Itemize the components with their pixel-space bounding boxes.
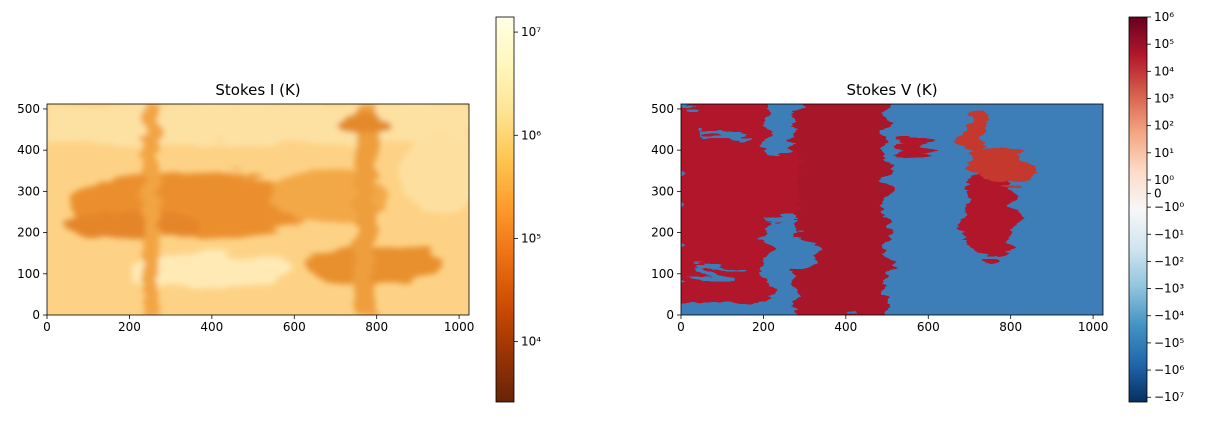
y-tick-label: 100 (17, 267, 40, 281)
colorbar-tick-label: −10³ (1154, 282, 1184, 296)
x-tick-label: 800 (999, 320, 1022, 334)
colorbar-tick-label: 10⁵ (521, 231, 541, 245)
y-tick-label: 100 (651, 267, 674, 281)
colorbar-tick-label: 10¹ (1154, 146, 1174, 160)
colorbar-tick-label: −10¹ (1154, 227, 1184, 241)
y-tick-label: 500 (17, 102, 40, 116)
colorbar (1128, 16, 1148, 403)
colorbar-tick-label: 10⁵ (1154, 37, 1174, 51)
x-tick-label: 600 (283, 320, 306, 334)
x-tick-label: 0 (43, 320, 51, 334)
y-tick-label: 300 (651, 184, 674, 198)
axes-frame (46, 103, 470, 316)
x-tick-label: 400 (200, 320, 223, 334)
colorbar-tick-label: −10⁰ (1154, 200, 1184, 214)
y-tick-label: 400 (651, 143, 674, 157)
colorbar-tick-label: −10² (1154, 254, 1184, 268)
colorbar-tick-label: −10⁵ (1154, 336, 1184, 350)
y-tick-label: 0 (666, 308, 674, 322)
y-tick-label: 300 (17, 184, 40, 198)
y-tick-label: 400 (17, 143, 40, 157)
colorbar-tick-label: 10⁶ (1154, 10, 1174, 24)
x-tick-label: 1000 (444, 320, 475, 334)
colorbar-tick-label: −10⁷ (1154, 390, 1184, 404)
x-tick-label: 400 (834, 320, 857, 334)
colorbar-tick-label: 10⁷ (521, 25, 541, 39)
x-tick-label: 1000 (1078, 320, 1109, 334)
y-tick-label: 500 (651, 102, 674, 116)
x-tick-label: 0 (677, 320, 685, 334)
axes-frame (680, 103, 1104, 316)
colorbar-tick-label: 0 (1154, 187, 1162, 201)
x-tick-label: 800 (365, 320, 388, 334)
y-tick-label: 0 (32, 308, 40, 322)
colorbar-tick-label: 10⁰ (1154, 173, 1174, 187)
x-tick-label: 600 (917, 320, 940, 334)
x-tick-label: 200 (752, 320, 775, 334)
heatmap-texture (681, 104, 1103, 315)
colorbar-tick-label: 10⁶ (521, 128, 541, 142)
y-tick-label: 200 (651, 226, 674, 240)
colorbar-tick-label: 10⁴ (1154, 64, 1174, 78)
y-tick-label: 200 (17, 226, 40, 240)
colorbar-tick-label: −10⁴ (1154, 309, 1184, 323)
colorbar (495, 16, 515, 403)
chart-title: Stokes V (K) (846, 81, 937, 99)
heatmap-texture (47, 104, 469, 315)
colorbar-tick-label: 10² (1154, 119, 1174, 133)
chart-title: Stokes I (K) (215, 81, 300, 99)
colorbar-tick-label: 10³ (1154, 91, 1174, 105)
x-tick-label: 200 (118, 320, 141, 334)
colorbar-tick-label: −10⁶ (1154, 363, 1184, 377)
colorbar-tick-label: 10⁴ (521, 335, 541, 349)
